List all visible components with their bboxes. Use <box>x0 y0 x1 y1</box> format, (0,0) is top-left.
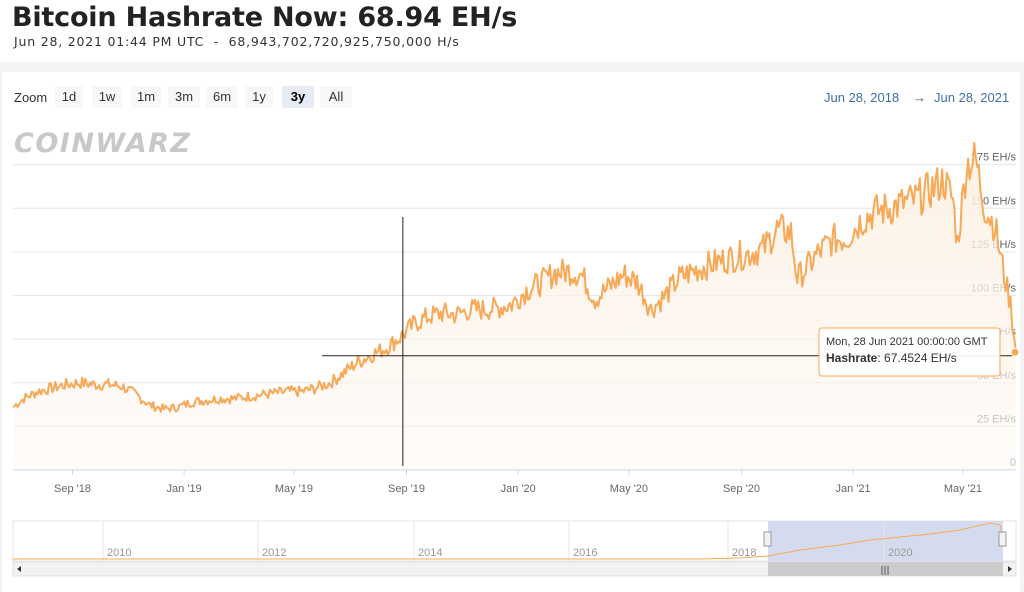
page-title: Bitcoin Hashrate Now: 68.94 EH/s <box>12 2 518 33</box>
tooltip-date: Mon, 28 Jun 2021 00:00:00 GMT <box>826 336 988 348</box>
navigator-series-line <box>13 522 1004 560</box>
tooltip-series-label: Hashrate <box>826 351 878 365</box>
navigator-year-label: 2020 <box>888 547 912 559</box>
coinwarz-watermark-logo: COINWARZ <box>14 128 192 159</box>
x-tick-label: Jan '21 <box>836 483 871 495</box>
navigator-year-label: 2016 <box>573 547 597 559</box>
x-tick-label: May '20 <box>610 483 648 495</box>
zoom-button-1m[interactable]: 1m <box>131 86 161 108</box>
navigator-scroll-grip: ||| <box>880 566 889 576</box>
x-tick-label: Jan '20 <box>501 483 536 495</box>
zoom-button-1w[interactable]: 1w <box>92 86 122 108</box>
zoom-button-1y[interactable]: 1y <box>245 86 273 108</box>
navigator-year-ticks: 2010 2012 2014 2016 2018 2020 <box>102 521 912 561</box>
zoom-label: Zoom <box>14 90 48 105</box>
hashrate-area <box>13 142 1016 470</box>
zoom-button-3y[interactable]: 3y <box>282 86 314 108</box>
navigator-selection[interactable] <box>768 521 1003 561</box>
timestamp: Jun 28, 2021 01:44 PM UTC <box>14 34 205 49</box>
x-tick-label: Sep '20 <box>723 483 760 495</box>
navigator[interactable]: 2010 2012 2014 2016 2018 2020 ||| <box>12 520 1017 577</box>
x-tick-label: Sep '19 <box>388 483 425 495</box>
y-tick-label: 175 EH/s <box>971 152 1017 164</box>
x-axis-labels: Sep '18 Jan '19 May '19 Sep '19 Jan '20 May '… <box>54 470 982 495</box>
range-arrow: → <box>913 90 926 105</box>
navigator-scrollbar-thumb[interactable] <box>768 562 1003 576</box>
tooltip: Mon, 28 Jun 2021 00:00:00 GMT Hashrate: … <box>818 327 1001 377</box>
hashrate-series-line <box>12 141 1017 413</box>
range-to[interactable]: Jun 28, 2021 <box>934 90 1010 105</box>
header: Bitcoin Hashrate Now: 68.94 EH/s Jun 28,… <box>0 0 1024 62</box>
separator: - <box>213 34 220 49</box>
page-subtitle: Jun 28, 2021 01:44 PM UTC - 68,943,702,7… <box>14 34 460 49</box>
navigator-year-label: 2012 <box>262 547 286 559</box>
x-tick-label: May '21 <box>944 483 982 495</box>
navigator-scrollbar[interactable] <box>12 561 1017 577</box>
navigator-year-label: 2010 <box>107 547 131 559</box>
x-tick-label: Jan '19 <box>167 483 202 495</box>
zoom-button-all[interactable]: All <box>320 86 352 108</box>
scroll-left-arrow-icon[interactable] <box>17 566 21 572</box>
hashrate-full: 68,943,702,720,925,750,000 H/s <box>228 34 460 49</box>
scroll-right-arrow-icon[interactable] <box>1008 566 1012 572</box>
navigator-handle-left[interactable] <box>763 531 772 547</box>
zoom-button-3m[interactable]: 3m <box>168 86 200 108</box>
zoom-button-6m[interactable]: 6m <box>206 86 238 108</box>
navigator-year-label: 2014 <box>418 547 442 559</box>
zoom-button-1d[interactable]: 1d <box>55 86 83 108</box>
hover-point-marker <box>1010 347 1020 357</box>
navigator-handle-right[interactable] <box>998 531 1007 547</box>
range-from[interactable]: Jun 28, 2018 <box>824 90 900 105</box>
tooltip-value-text: : 67.4524 EH/s <box>877 351 956 365</box>
tooltip-value: Hashrate: 67.4524 EH/s <box>826 351 957 365</box>
x-tick-label: Sep '18 <box>54 483 91 495</box>
navigator-year-label: 2018 <box>732 547 756 559</box>
x-tick-label: May '19 <box>275 483 313 495</box>
